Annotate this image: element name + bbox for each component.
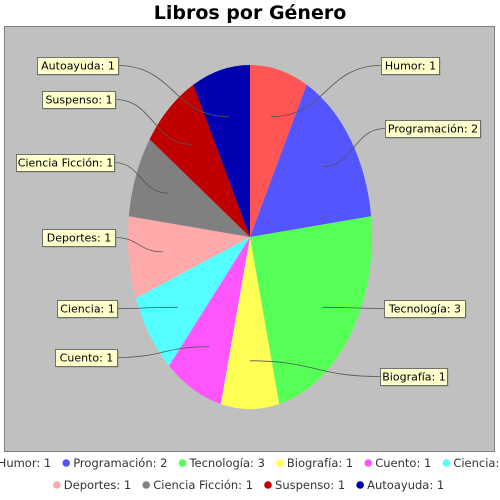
legend-item-autoayuda: Autoayuda: 1: [356, 478, 444, 492]
legend-item-deportes: Deportes: 1: [53, 478, 131, 492]
slice-label-ciencia-ficcion: Ciencia Ficción: 1: [16, 154, 116, 173]
leader-line-programacion: [322, 128, 386, 168]
slice-label-cuento: Cuento: 1: [55, 349, 119, 368]
label-box: [380, 368, 448, 386]
legend-item-ciencia: Ciencia: 1: [442, 456, 500, 470]
legend-label: Deportes: 1: [64, 478, 131, 492]
slice-label-autoayuda: Autoayuda: 1: [37, 57, 120, 76]
legend-marker-icon: [356, 481, 364, 489]
pie-slice-cuento[interactable]: [169, 237, 250, 404]
pie-slice-biografia[interactable]: [220, 237, 280, 409]
chart-title: Libros por Género: [153, 2, 347, 24]
legend-marker-icon: [276, 459, 284, 467]
legend-item-tecnologia: Tecnología: 3: [178, 456, 265, 470]
legend-label: Suspenso: 1: [275, 478, 345, 492]
pie-slice-tecnologia[interactable]: [250, 216, 372, 404]
legend-label: Ciencia Ficción: 1: [153, 478, 253, 492]
legend-label: Humor: 1: [0, 456, 51, 470]
legend-marker-icon: [53, 481, 61, 489]
pie-slice-autoayuda[interactable]: [193, 65, 250, 237]
slice-label-text: Suspenso: 1: [45, 94, 112, 107]
pie-slice-deportes[interactable]: [128, 216, 250, 298]
slice-label-text: Ciencia Ficción: 1: [18, 157, 113, 170]
slice-label-text: Ciencia: 1: [60, 303, 115, 316]
label-box: [384, 300, 466, 318]
legend-marker-icon: [442, 459, 451, 467]
legend-item-programacion: Programación: 2: [62, 456, 167, 470]
slice-label-biografia: Biografía: 1: [380, 368, 449, 387]
slice-label-tecnologia: Tecnología: 3: [384, 300, 467, 319]
label-box: [16, 154, 115, 172]
pie-slice-humor[interactable]: [250, 65, 307, 237]
leader-line-biografia: [249, 360, 381, 377]
leader-line-deportes: [114, 237, 163, 253]
legend-item-biografia: Biografía: 1: [276, 456, 353, 470]
pie-slice-ciencia-ficcion[interactable]: [128, 139, 250, 237]
legend-item-cuento: Cuento: 1: [364, 456, 431, 470]
leader-line-ciencia: [116, 306, 178, 309]
legend-item-ciencia-ficcion: Ciencia Ficción: 1: [142, 478, 253, 492]
legend-label: Tecnología: 3: [188, 456, 264, 470]
pie-slice-ciencia[interactable]: [135, 237, 250, 366]
slice-label-suspenso: Suspenso: 1: [42, 91, 117, 110]
label-box: [385, 120, 481, 138]
slice-label-deportes: Deportes: 1: [42, 229, 117, 248]
slice-label-text: Programación: 2: [388, 123, 478, 136]
legend-label: Ciencia: 1: [453, 456, 500, 470]
legend-marker-icon: [364, 459, 373, 467]
legend-label: Biografía: 1: [287, 456, 353, 470]
slice-label-humor: Humor: 1: [381, 57, 441, 76]
slice-label-text: Autoayuda: 1: [41, 60, 115, 73]
legend-label: Programación: 2: [73, 456, 167, 470]
legend-marker-icon: [142, 481, 151, 489]
slice-label-text: Cuento: 1: [60, 352, 114, 365]
legend-item-suspenso: Suspenso: 1: [264, 478, 345, 492]
leader-line-tecnologia: [322, 306, 385, 309]
leader-line-ciencia-ficcion: [113, 162, 168, 194]
label-box: [55, 349, 118, 367]
slice-label-text: Biografía: 1: [382, 371, 445, 384]
leader-line-autoayuda: [117, 65, 230, 118]
label-box: [57, 300, 118, 318]
slice-label-text: Tecnología: 3: [388, 303, 461, 316]
legend-marker-icon: [62, 459, 71, 467]
legend-item-humor: Humor: 1: [0, 456, 51, 470]
label-box: [37, 57, 119, 75]
pie-slice-programacion[interactable]: [250, 84, 372, 237]
legend-label: Autoayuda: 1: [367, 478, 444, 492]
legend-marker-icon: [264, 481, 272, 489]
leader-line-suspenso: [114, 99, 192, 145]
legend-label: Cuento: 1: [375, 456, 431, 470]
slice-label-text: Deportes: 1: [47, 232, 112, 245]
label-box: [42, 229, 116, 247]
label-box: [42, 91, 116, 109]
leader-line-cuento: [116, 346, 210, 358]
slice-label-text: Humor: 1: [385, 60, 436, 73]
leader-line-humor: [270, 65, 382, 118]
label-box: [381, 57, 440, 75]
slice-label-programacion: Programación: 2: [385, 120, 482, 139]
legend-marker-icon: [178, 459, 187, 467]
pie-slice-suspenso[interactable]: [149, 84, 250, 237]
slice-label-ciencia: Ciencia: 1: [57, 300, 119, 319]
